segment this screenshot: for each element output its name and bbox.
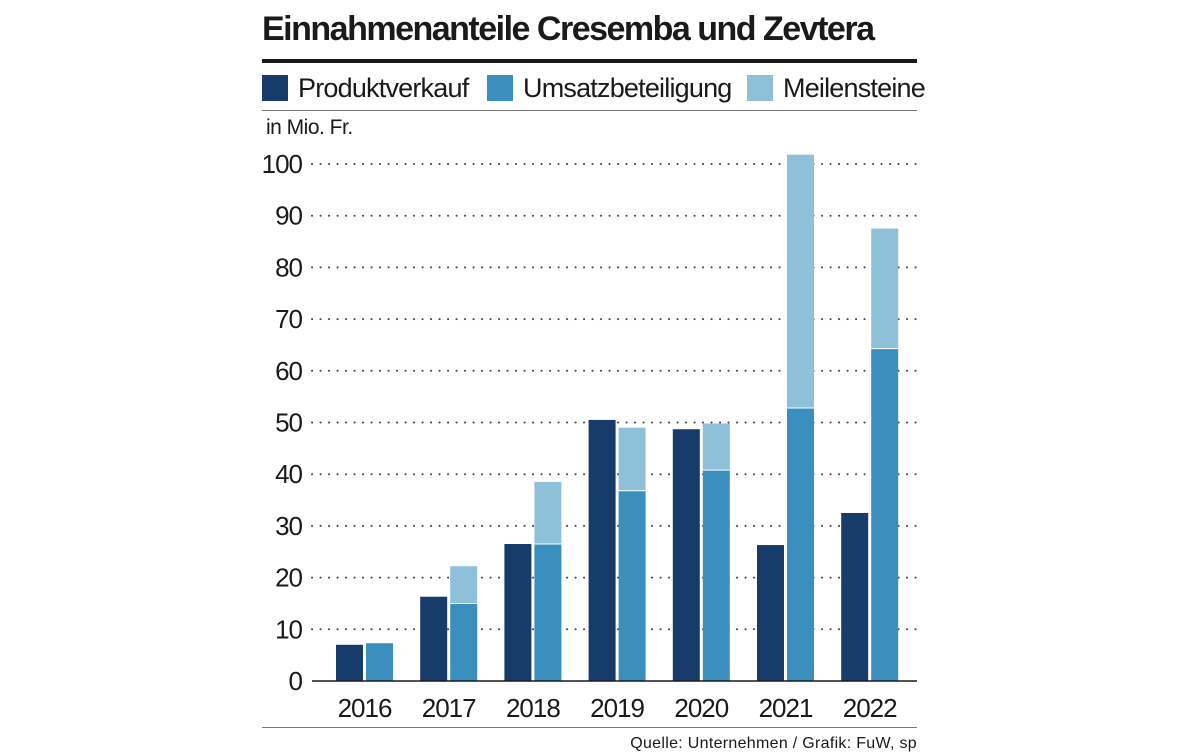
- bar-umsatzbeteiligung-2020: [702, 470, 730, 681]
- bar-meilensteine-2019: [618, 427, 646, 491]
- legend-swatch-produktverkauf: [262, 75, 288, 101]
- legend: Produktverkauf Umsatzbeteiligung Meilens…: [262, 70, 926, 106]
- legend-swatch-umsatzbeteiligung: [487, 75, 513, 101]
- bar-produktverkauf-2016: [336, 644, 363, 681]
- bar-umsatzbeteiligung-2016: [366, 643, 393, 681]
- bar-meilensteine-2020: [702, 423, 730, 471]
- legend-rule: [262, 110, 917, 111]
- bar-produktverkauf-2019: [588, 419, 616, 681]
- bar-meilensteine-2017: [450, 566, 478, 604]
- bar-produktverkauf-2018: [504, 543, 532, 681]
- y-tick-label-40: 40: [275, 459, 302, 489]
- bar-umsatzbeteiligung-2021: [787, 408, 814, 681]
- bar-meilensteine-2018: [534, 481, 562, 544]
- y-tick-label-20: 20: [275, 563, 302, 593]
- bar-meilensteine-2022: [871, 228, 899, 349]
- bar-produktverkauf-2020: [672, 429, 700, 681]
- legend-item-umsatzbeteiligung: Umsatzbeteiligung: [487, 70, 732, 106]
- x-tick-label-2017: 2017: [422, 693, 476, 723]
- x-tick-label-2016: 2016: [338, 693, 392, 723]
- bar-meilensteine-2021: [787, 154, 814, 409]
- x-tick-label-2022: 2022: [843, 693, 897, 723]
- y-tick-label-0: 0: [289, 666, 303, 696]
- legend-item-produktverkauf: Produktverkauf: [262, 70, 469, 106]
- chart-title: Einnahmenanteile Cresemba und Zevtera: [262, 10, 875, 48]
- y-axis-unit-label: in Mio. Fr.: [266, 116, 353, 139]
- y-tick-label-100: 100: [262, 149, 303, 179]
- y-tick-label-70: 70: [275, 304, 302, 334]
- bar-produktverkauf-2021: [757, 545, 784, 681]
- x-tick-label-2021: 2021: [759, 693, 813, 723]
- source-note: Quelle: Unternehmen / Grafik: FuW, sp: [630, 735, 917, 752]
- bar-umsatzbeteiligung-2019: [618, 490, 646, 681]
- legend-label-umsatzbeteiligung: Umsatzbeteiligung: [523, 72, 732, 103]
- x-tick-label-2020: 2020: [674, 693, 728, 723]
- bar-produktverkauf-2017: [420, 596, 448, 681]
- y-tick-label-10: 10: [275, 614, 302, 644]
- bar-umsatzbeteiligung-2018: [534, 543, 562, 681]
- legend-label-meilensteine: Meilensteine: [783, 72, 926, 103]
- legend-item-meilensteine: Meilensteine: [747, 70, 926, 106]
- legend-swatch-meilensteine: [747, 75, 773, 101]
- y-tick-label-90: 90: [275, 201, 302, 231]
- x-tick-label-2019: 2019: [590, 693, 644, 723]
- bar-produktverkauf-2022: [841, 512, 869, 681]
- bar-umsatzbeteiligung-2022: [871, 348, 899, 681]
- y-tick-label-80: 80: [275, 252, 302, 282]
- title-rule: [262, 59, 917, 63]
- bar-umsatzbeteiligung-2017: [450, 603, 478, 681]
- y-tick-label-30: 30: [275, 511, 302, 541]
- footer-rule: [262, 727, 917, 728]
- legend-label-produktverkauf: Produktverkauf: [298, 72, 469, 103]
- y-tick-label-50: 50: [275, 408, 302, 438]
- y-tick-label-60: 60: [275, 356, 302, 386]
- x-tick-label-2018: 2018: [506, 693, 560, 723]
